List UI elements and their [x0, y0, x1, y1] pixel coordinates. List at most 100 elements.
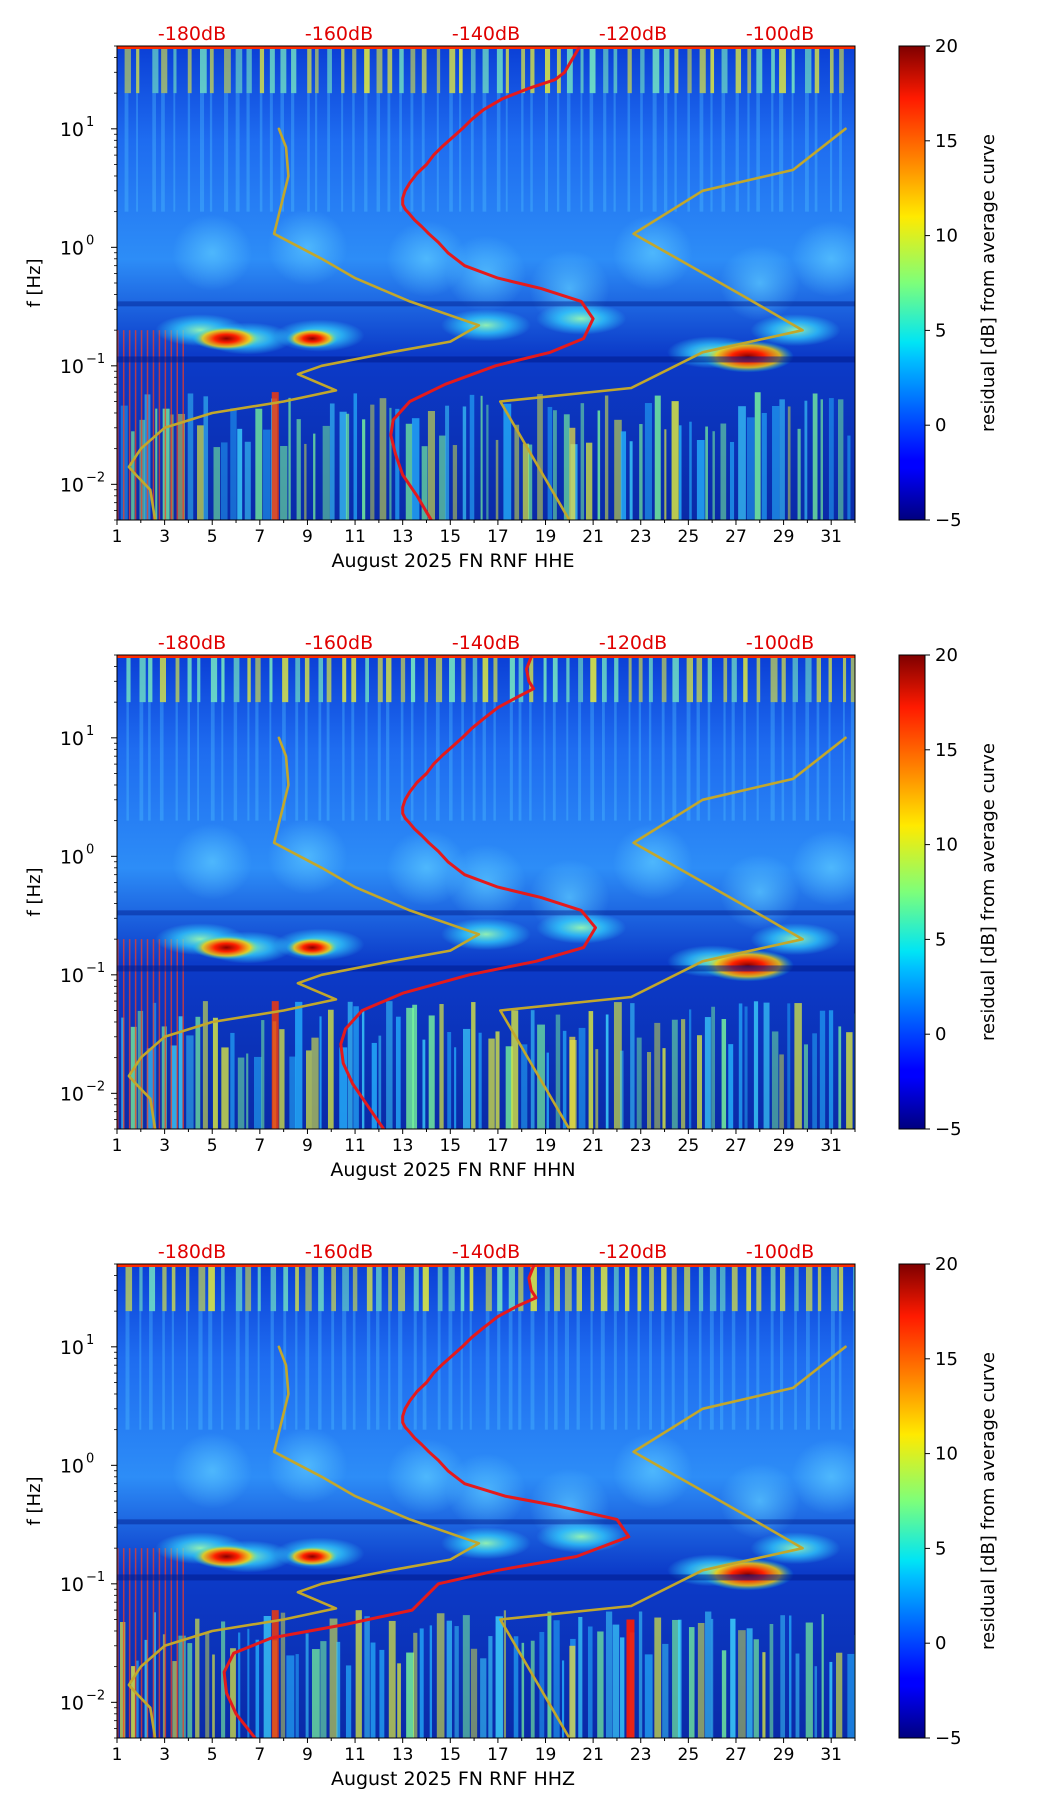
noise-curve-red [389, 46, 595, 520]
y-tick-exponent: −1 [86, 352, 105, 367]
streak-low [221, 1621, 226, 1738]
streak-mid [638, 702, 642, 821]
streak-high [331, 1264, 336, 1312]
streak-mid [377, 702, 381, 821]
streak-low [378, 1035, 382, 1129]
streak-mid [424, 702, 427, 821]
streak-high [530, 46, 535, 94]
colorbar-label: residual [dB] from average curve [978, 134, 999, 432]
streak-high [756, 1264, 762, 1312]
spectrogram-area [117, 46, 855, 520]
streak-low [797, 428, 801, 520]
y-tick-exponent: −2 [86, 1079, 105, 1094]
streak-mid [590, 1311, 593, 1430]
streak-high [352, 46, 357, 94]
streak-low [488, 1636, 493, 1738]
streak-mid [270, 1311, 274, 1430]
streak-high [413, 1264, 419, 1312]
microseism-band [441, 1527, 531, 1560]
streak-mid [628, 702, 631, 821]
streak-mid [770, 702, 775, 821]
streak-mid [613, 93, 616, 212]
streak-mid [601, 702, 605, 821]
nyquist-line [117, 46, 855, 49]
microseism-peak [192, 326, 261, 351]
x-tick-label: 11 [344, 1745, 366, 1765]
streak-mid [470, 93, 474, 212]
streak-low [427, 411, 435, 520]
x-tick-label: 27 [725, 1745, 747, 1765]
streak-low [355, 1610, 362, 1738]
streak-mid [830, 1311, 835, 1430]
streak-high [282, 655, 289, 703]
x-axis-label: August 2025 FN RNF HHN [330, 1159, 575, 1181]
streak-low [580, 403, 585, 520]
streak-high [554, 1264, 560, 1312]
streak-high [295, 655, 301, 703]
streak-high [199, 46, 207, 94]
streak-mid [209, 93, 213, 212]
streak-low [205, 1632, 210, 1738]
streak-high [710, 46, 715, 94]
y-tick-exponent: 1 [86, 724, 94, 739]
y-tick-exponent: 1 [86, 115, 94, 130]
streak-low [286, 1655, 295, 1738]
streak-low [530, 1010, 535, 1129]
spike-red [122, 939, 125, 1129]
streak-high [221, 655, 225, 703]
streak-low [439, 1004, 444, 1129]
y-tick-label: 10 [60, 1083, 84, 1105]
streak-mid [707, 702, 711, 821]
streak-mid [674, 93, 677, 212]
streak-low [753, 1001, 759, 1129]
colorbar-tick-label: −5 [935, 510, 962, 531]
streak-low [339, 411, 347, 520]
noise-curve-red [222, 1264, 631, 1738]
streak-mid [126, 702, 129, 821]
streak-mid [529, 702, 532, 821]
streak-mid [746, 1311, 750, 1430]
streak-high [422, 1264, 429, 1312]
streak-high [552, 655, 558, 703]
streak-low [513, 1636, 519, 1738]
streak-low [597, 410, 601, 520]
streak-mid [351, 702, 355, 821]
streak-mid [756, 702, 759, 821]
streak-mid [376, 1311, 380, 1430]
streak-high [472, 655, 478, 703]
streak-high [197, 655, 201, 703]
streak-low [130, 1026, 137, 1129]
streak-low [144, 1639, 148, 1738]
streak-mid [449, 93, 453, 212]
spike-red [117, 939, 119, 1129]
colorbar-tick-label: 20 [935, 36, 958, 57]
streak-low [421, 446, 428, 520]
streak-high [707, 655, 712, 703]
y-tick-label: 10 [60, 1455, 84, 1477]
top-db-label: -180dB [158, 632, 226, 654]
spike-red [128, 1548, 131, 1738]
streak-low [471, 1002, 476, 1129]
top-db-label: -160dB [305, 23, 373, 45]
streak-high [187, 655, 192, 703]
streak-low [678, 425, 682, 520]
streak-low [746, 1628, 753, 1738]
streak-high [318, 655, 324, 703]
streak-mid [496, 93, 501, 212]
noise-haze [612, 1432, 693, 1509]
streak-low [812, 393, 818, 520]
streak-high [649, 1264, 654, 1312]
noise-haze [791, 829, 855, 906]
dark-band [117, 1519, 855, 1525]
streak-high [318, 1264, 324, 1312]
colorbar-scale [898, 1263, 926, 1739]
streak-low [131, 431, 135, 520]
streak-high [315, 46, 319, 94]
colorbar-tick-label: 10 [935, 1444, 958, 1465]
streak-high [661, 1264, 667, 1312]
dark-band [117, 301, 855, 307]
streak-mid [247, 702, 250, 821]
colorbar-tick-label: 15 [935, 131, 958, 152]
dark-band [117, 910, 855, 916]
